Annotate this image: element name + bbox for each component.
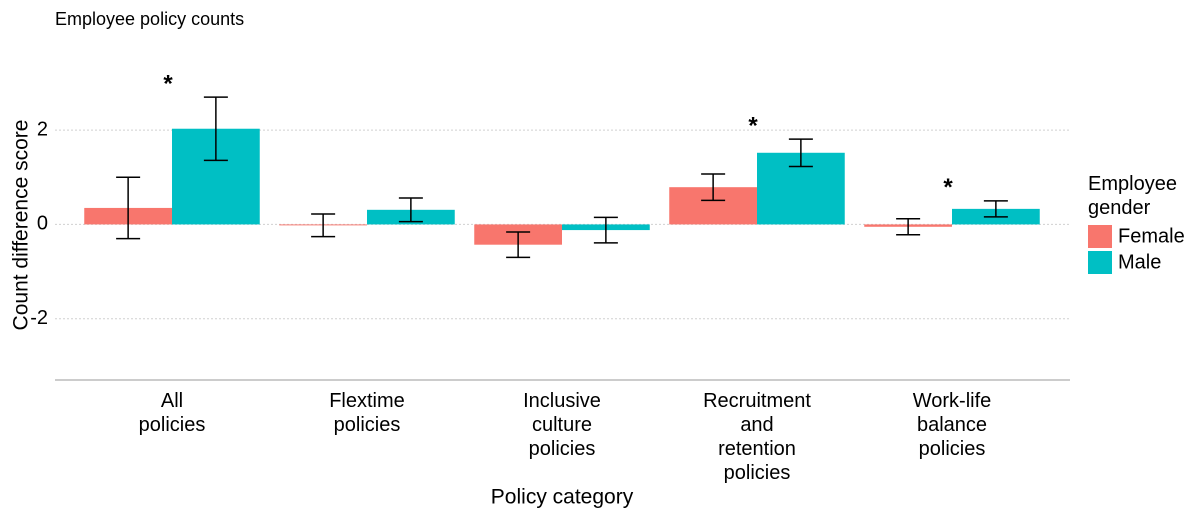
x-axis-title: Policy category bbox=[491, 486, 634, 509]
error-bar bbox=[593, 216, 618, 244]
error-bar bbox=[116, 176, 141, 240]
x-tick-label: Work-life balance policies bbox=[913, 390, 992, 460]
legend-title: Employee gender bbox=[1088, 173, 1177, 219]
y-axis-title: Count difference score bbox=[10, 120, 33, 331]
error-bar bbox=[506, 231, 531, 259]
error-bar bbox=[701, 173, 726, 202]
significance-marker: * bbox=[748, 112, 758, 139]
error-bar bbox=[788, 138, 813, 168]
y-tick-label: 0 bbox=[37, 213, 48, 235]
significance-marker: * bbox=[163, 70, 173, 97]
x-tick-label: Flextime policies bbox=[329, 390, 405, 436]
significance-marker: * bbox=[943, 174, 953, 201]
error-bar bbox=[311, 213, 336, 238]
error-bar bbox=[983, 200, 1008, 218]
error-bar bbox=[203, 96, 228, 162]
y-tick-label: 2 bbox=[37, 118, 48, 140]
x-tick-label: Recruitment and retention policies bbox=[703, 390, 811, 484]
y-tick-label: -2 bbox=[30, 307, 48, 329]
error-bar bbox=[398, 197, 423, 223]
error-bar bbox=[896, 218, 921, 236]
legend-label: Female bbox=[1118, 225, 1185, 247]
legend-swatch bbox=[1088, 251, 1112, 274]
x-tick-label: Inclusive culture policies bbox=[523, 390, 601, 460]
legend-swatch bbox=[1088, 225, 1112, 248]
chart-title: Employee policy counts bbox=[55, 9, 244, 29]
x-tick-label: All policies bbox=[139, 390, 206, 436]
legend-label: Male bbox=[1118, 251, 1161, 273]
